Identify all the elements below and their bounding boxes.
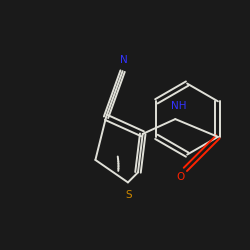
Text: NH: NH [170, 101, 186, 111]
Text: O: O [176, 172, 185, 182]
Text: N: N [120, 56, 128, 66]
Text: S: S [126, 190, 132, 200]
